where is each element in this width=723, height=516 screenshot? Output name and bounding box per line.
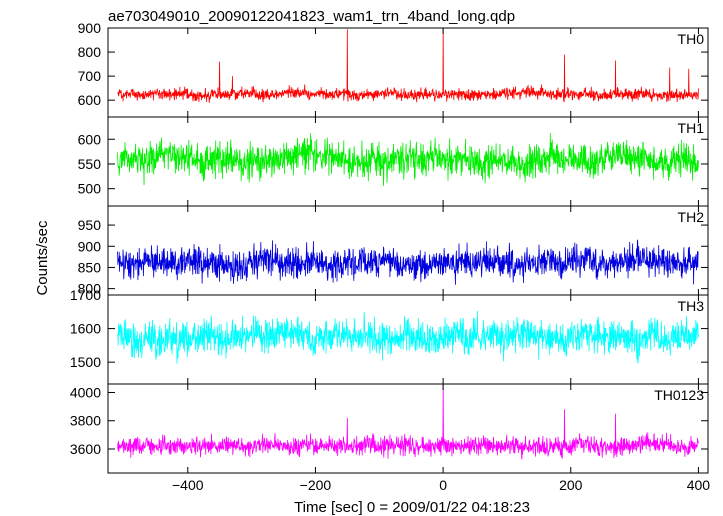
x-tick-label: 0 <box>439 477 447 493</box>
x-axis-label: Time [sec] 0 = 2009/01/22 04:18:23 <box>294 499 530 516</box>
x-tick-label: 400 <box>687 477 711 493</box>
y-tick-label: 4000 <box>70 384 101 400</box>
y-tick-label: 1600 <box>70 321 101 337</box>
y-tick-label: 600 <box>78 92 102 108</box>
series-th2 <box>117 239 699 285</box>
y-tick-label: 600 <box>78 131 102 147</box>
panel-th3: 1500 1600 1700 TH3 <box>70 287 709 385</box>
series-th0123 <box>117 384 699 460</box>
series-th0 <box>117 28 699 103</box>
panel-th0123: 3600 3800 4000 TH0123 <box>70 383 709 474</box>
panel-th1: 500 550 600 TH1 <box>78 116 709 207</box>
y-tick-label: 550 <box>78 156 102 172</box>
x-axis: −400 −200 0 200 400 <box>172 477 710 493</box>
panel-frame <box>107 205 709 296</box>
y-tick-label: 1500 <box>70 354 101 370</box>
panel-th0: 600 700 800 900 TH0 <box>78 20 709 118</box>
x-tick-label: 200 <box>559 477 583 493</box>
panel-frame <box>107 383 709 474</box>
series-th3 <box>117 310 699 364</box>
y-tick-label: 3600 <box>70 441 101 457</box>
panel-label: TH1 <box>678 120 705 136</box>
y-tick-label: 1700 <box>70 287 101 303</box>
y-tick-label: 900 <box>78 238 102 254</box>
y-tick-label: 800 <box>78 44 102 60</box>
panel-label: TH2 <box>678 209 705 225</box>
x-tick-label: −200 <box>300 477 332 493</box>
y-tick-label: 900 <box>78 20 102 36</box>
y-tick-label: 800 <box>78 281 102 297</box>
series-th1 <box>117 132 699 186</box>
panels-group: 600 700 800 900 TH0 500 550 600 TH1 800 850 900 950 T… <box>70 20 709 474</box>
y-tick-label: 850 <box>78 259 102 275</box>
y-tick-label: 950 <box>78 217 102 233</box>
panel-label: TH3 <box>678 298 705 314</box>
panel-th2: 800 850 900 950 TH2 <box>78 205 709 297</box>
y-tick-label: 700 <box>78 68 102 84</box>
chart-title: ae703049010_20090122041823_wam1_trn_4ban… <box>108 8 515 25</box>
y-axis-label: Counts/sec <box>34 220 51 296</box>
y-tick-label: 500 <box>78 181 102 197</box>
panel-frame <box>107 27 709 118</box>
y-tick-label: 3800 <box>70 413 101 429</box>
panel-label: TH0123 <box>654 387 704 403</box>
x-tick-label: −400 <box>172 477 204 493</box>
panel-label: TH0 <box>678 31 705 47</box>
